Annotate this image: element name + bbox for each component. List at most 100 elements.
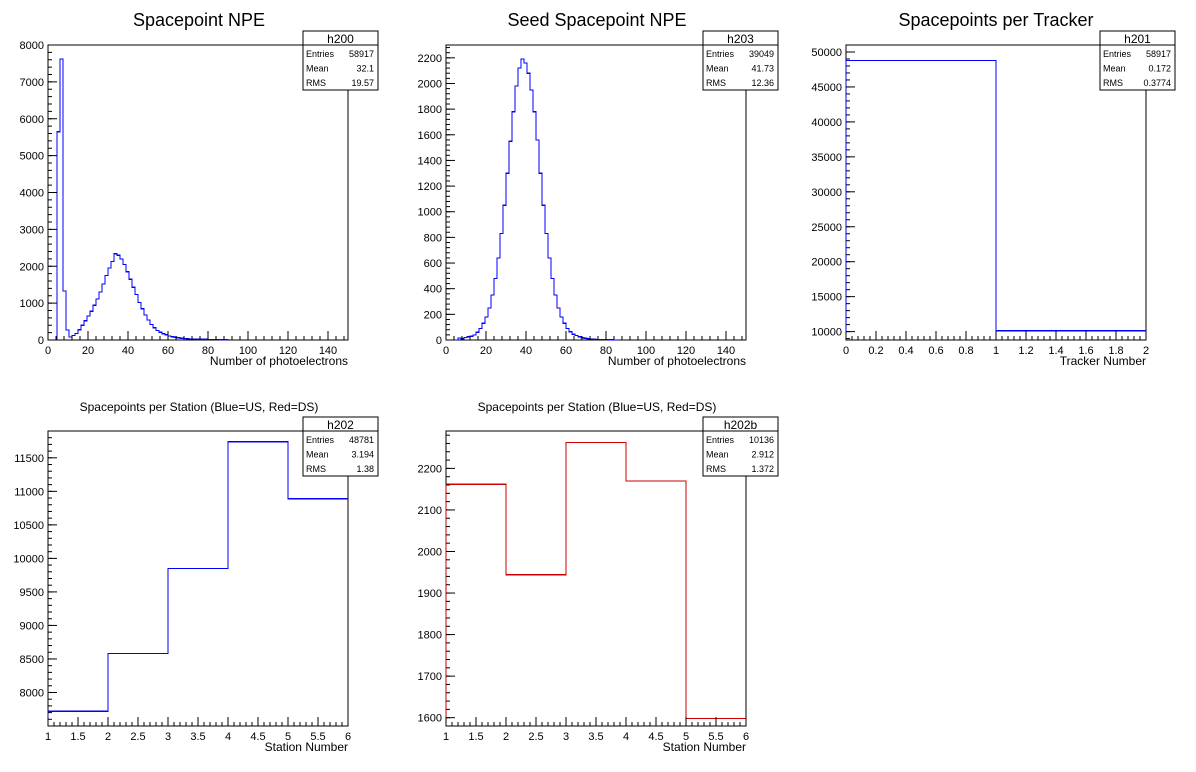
x-tick-label: 4.5 (648, 731, 663, 743)
y-tick-label: 11500 (14, 453, 44, 465)
stats-label: RMS (1103, 78, 1123, 88)
x-tick-label: 40 (520, 345, 532, 357)
y-tick-label: 800 (424, 232, 442, 244)
y-tick-label: 2200 (418, 53, 442, 65)
x-tick-label: 1.5 (468, 731, 483, 743)
y-tick-label: 9000 (20, 620, 44, 632)
stats-label: Entries (706, 49, 735, 59)
chart-title: Spacepoints per Station (Blue=US, Red=DS… (478, 400, 717, 414)
y-tick-label: 200 (424, 309, 442, 321)
y-tick-label: 7000 (20, 77, 44, 89)
y-tick-label: 10000 (13, 553, 44, 565)
x-tick-label: 0.4 (898, 345, 913, 357)
stats-label: RMS (706, 78, 726, 88)
y-tick-label: 30000 (811, 187, 842, 199)
x-tick-label: 3.5 (588, 731, 603, 743)
x-tick-label: 3 (165, 731, 171, 743)
stats-box: h201 Entries 58917 Mean 0.172 RMS 0.3774 (1099, 30, 1176, 91)
stats-value: 58917 (349, 49, 374, 59)
stats-label: Mean (1103, 64, 1126, 74)
y-tick-label: 1200 (418, 181, 442, 193)
x-tick-label: 0 (843, 345, 849, 357)
y-tick-label: 5000 (20, 151, 44, 163)
stats-hist-name: h202 (327, 418, 354, 432)
y-tick-label: 1000 (418, 207, 442, 219)
y-tick-label: 40000 (811, 117, 842, 129)
stats-hist-name: h203 (727, 32, 754, 46)
stats-value: 1.38 (356, 464, 374, 474)
x-tick-label: 40 (122, 345, 134, 357)
x-tick-label: 0.6 (928, 345, 943, 357)
x-tick-label: 6 (345, 731, 351, 743)
x-tick-label: 140 (319, 345, 337, 357)
stats-box: h202b Entries 10136 Mean 2.912 RMS 1.372 (702, 416, 779, 477)
x-tick-label: 2.5 (528, 731, 543, 743)
y-tick-label: 4000 (20, 188, 44, 200)
x-tick-label: 80 (202, 345, 214, 357)
y-tick-label: 1800 (418, 104, 442, 116)
y-tick-label: 1800 (418, 630, 442, 642)
stats-value: 10136 (749, 435, 774, 445)
stats-label: Mean (706, 450, 729, 460)
x-axis-label: Station Number (265, 740, 348, 754)
y-tick-label: 9500 (20, 587, 44, 599)
y-tick-label: 1600 (418, 130, 442, 142)
x-tick-label: 5.5 (310, 731, 325, 743)
y-tick-label: 2200 (418, 463, 442, 475)
x-tick-label: 4.5 (250, 731, 265, 743)
x-tick-label: 3.5 (190, 731, 205, 743)
y-tick-label: 15000 (811, 292, 842, 304)
x-tick-label: 140 (717, 345, 735, 357)
y-tick-label: 8000 (20, 687, 44, 699)
chart-pad-4: Spacepoints per Station (Blue=US, Red=DS… (13, 400, 379, 754)
stats-value: 0.172 (1148, 64, 1171, 74)
x-tick-label: 120 (677, 345, 695, 357)
stats-value: 41.73 (751, 64, 774, 74)
y-tick-label: 8000 (20, 40, 44, 52)
y-tick-label: 1900 (418, 588, 442, 600)
stats-value: 1.372 (751, 464, 774, 474)
plot-frame (445, 44, 747, 341)
chart-pad-1: Spacepoint NPE 0 20 40 60 80 100 120 140 0 1000 200… (20, 10, 379, 368)
x-tick-label: 4 (623, 731, 629, 743)
x-axis-label: Tracker Number (1060, 354, 1146, 368)
stats-label: Mean (306, 64, 329, 74)
x-tick-label: 4 (225, 731, 231, 743)
chart-pad-3: Spacepoints per Tracker 0 0.2 0.4 0.6 0.8 1 1.2… (811, 10, 1176, 368)
stats-box: h202 Entries 48781 Mean 3.194 RMS 1.38 (302, 416, 379, 477)
chart-pad-5: Spacepoints per Station (Blue=US, Red=DS… (418, 400, 779, 754)
histogram-series (48, 58, 229, 341)
stats-value: 48781 (349, 435, 374, 445)
stats-box-frame (702, 416, 779, 477)
y-tick-label: 25000 (811, 222, 842, 234)
stats-box-frame (1099, 30, 1176, 91)
y-tick-label: 0 (436, 335, 442, 347)
x-tick-label: 1.5 (70, 731, 85, 743)
histogram-series (446, 58, 618, 341)
x-tick-label: 5.5 (708, 731, 723, 743)
stats-value: 12.36 (751, 78, 774, 88)
stats-value: 39049 (749, 49, 774, 59)
x-tick-label: 1 (45, 731, 51, 743)
stats-box-frame (302, 416, 379, 477)
stats-box: h200 Entries 58917 Mean 32.1 RMS 19.57 (302, 30, 379, 91)
x-tick-label: 1.8 (1108, 345, 1123, 357)
chart-title: Spacepoints per Station (Blue=US, Red=DS… (80, 400, 319, 414)
x-axis-label: Station Number (663, 740, 746, 754)
chart-title: Seed Spacepoint NPE (507, 10, 686, 30)
y-tick-label: 20000 (811, 257, 842, 269)
stats-box: h203 Entries 39049 Mean 41.73 RMS 12.36 (702, 30, 779, 91)
x-tick-label: 3 (563, 731, 569, 743)
x-tick-label: 0.8 (958, 345, 973, 357)
y-tick-label: 45000 (811, 82, 842, 94)
histogram-series (47, 441, 348, 726)
y-tick-label: 1700 (418, 671, 442, 683)
y-tick-label: 35000 (811, 152, 842, 164)
plot-frame (445, 430, 747, 727)
x-tick-label: 120 (279, 345, 297, 357)
histogram-series (845, 59, 1146, 340)
stats-label: Entries (306, 49, 335, 59)
x-tick-label: 6 (743, 731, 749, 743)
